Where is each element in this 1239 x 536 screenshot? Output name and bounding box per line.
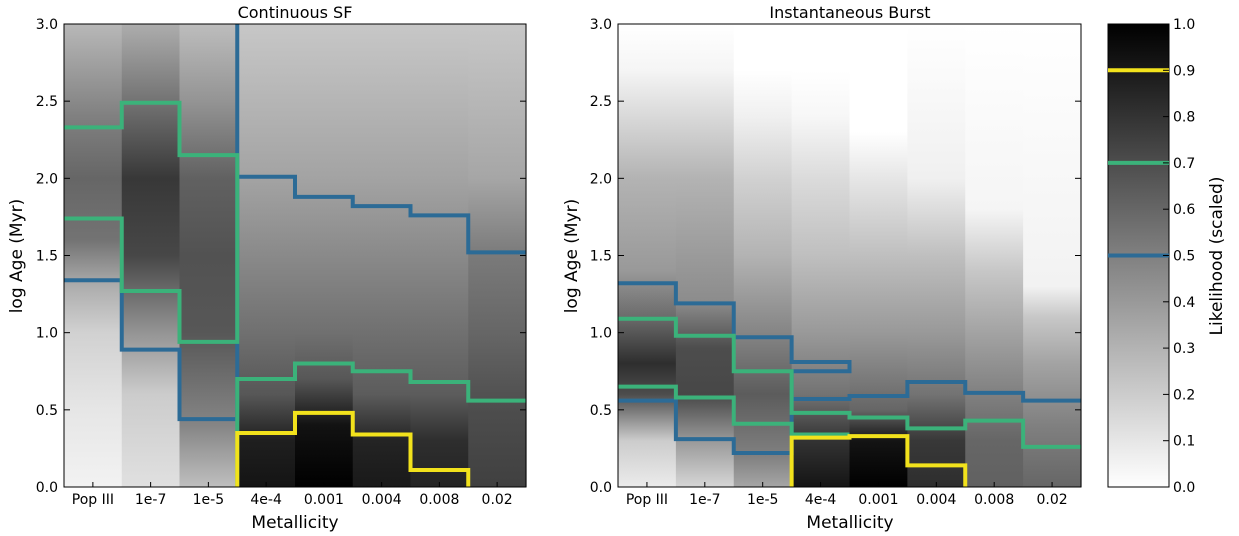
- heatmap-column: [121, 24, 181, 487]
- colorbar-tick-label: 0.6: [1173, 202, 1195, 218]
- y-tick-label: 1.0: [36, 326, 58, 342]
- y-axis-label: log Age (Myr): [7, 199, 27, 314]
- x-tick-label: Pop III: [72, 492, 114, 508]
- heatmap-column: [675, 24, 735, 487]
- heatmap-column: [295, 24, 354, 487]
- heatmap-column: [1023, 24, 1082, 487]
- y-tick-label: 0.5: [590, 403, 612, 419]
- contour-line: [789, 434, 968, 487]
- contour-line: [618, 316, 1081, 449]
- x-axis-label: Metallicity: [251, 513, 338, 533]
- colorbar-tick-label: 0.7: [1173, 156, 1195, 172]
- x-tick-label: 0.02: [482, 492, 513, 508]
- x-tick-label: 0.004: [362, 492, 402, 508]
- colorbar-tick-label: 0.9: [1173, 63, 1195, 79]
- x-tick-label: 1e-7: [135, 492, 166, 508]
- contour-line: [237, 174, 526, 255]
- contour-line: [791, 380, 1081, 403]
- heatmap-column: [237, 24, 296, 487]
- y-tick-label: 2.5: [590, 94, 612, 110]
- y-tick-label: 0.5: [36, 403, 58, 419]
- y-tick-label: 0.0: [590, 480, 612, 496]
- y-tick-label: 0.0: [36, 480, 58, 496]
- heatmap-column: [849, 24, 908, 487]
- heatmap-column: [352, 24, 412, 487]
- heatmap-column: [965, 24, 1024, 487]
- y-tick-label: 2.0: [590, 171, 612, 187]
- x-tick-label: Pop III: [626, 492, 668, 508]
- continuous-sf-panel: Continuous SF Metallicity log Age (Myr) …: [7, 3, 527, 533]
- y-tick-label: 1.5: [36, 249, 58, 265]
- x-tick-label: 4e-4: [250, 492, 282, 508]
- chart-title: Instantaneous Burst: [769, 3, 930, 22]
- x-tick-label: 1e-5: [193, 492, 224, 508]
- y-tick-label: 1.5: [590, 249, 612, 265]
- x-tick-label: 1e-5: [747, 492, 778, 508]
- x-tick-label: 0.008: [974, 492, 1014, 508]
- colorbar-tick-label: 1.0: [1173, 17, 1195, 33]
- contour-line: [235, 410, 471, 487]
- x-tick-label: 0.001: [304, 492, 344, 508]
- heatmap-column: [907, 24, 966, 487]
- y-tick-label: 2.5: [36, 94, 58, 110]
- heatmap-column: [791, 24, 851, 487]
- y-tick-label: 3.0: [590, 17, 612, 33]
- y-tick-label: 3.0: [36, 17, 58, 33]
- heatmap-column: [64, 24, 123, 487]
- heatmap-column: [468, 24, 527, 487]
- contour-line: [235, 361, 526, 487]
- colorbar-label: Likelihood (scaled): [1207, 177, 1227, 336]
- heatmap-column: [733, 24, 793, 487]
- x-tick-label: 0.004: [916, 492, 956, 508]
- contour-line: [618, 384, 850, 437]
- y-tick-label: 1.0: [590, 326, 612, 342]
- x-axis-label: Metallicity: [806, 513, 893, 533]
- instantaneous-burst-panel: Instantaneous Burst Metallicity log Age …: [562, 3, 1082, 533]
- colorbar-tick-label: 0.1: [1173, 434, 1195, 450]
- colorbar-tick-label: 0.0: [1173, 480, 1195, 496]
- heatmap-column: [179, 24, 238, 487]
- x-tick-label: 0.001: [858, 492, 898, 508]
- y-tick-label: 2.0: [36, 171, 58, 187]
- colorbar: Likelihood (scaled) 0.0 0.1 0.2 0.3 0.4 0.5 0.…: [1107, 17, 1227, 496]
- x-tick-label: 1e-7: [689, 492, 720, 508]
- heatmap-column: [618, 24, 677, 487]
- contour-line: [618, 281, 852, 456]
- chart-title: Continuous SF: [238, 3, 353, 22]
- x-tick-label: 0.02: [1036, 492, 1067, 508]
- heatmap-column: [410, 24, 469, 487]
- colorbar-tick-label: 0.5: [1173, 249, 1195, 265]
- y-axis-label: log Age (Myr): [562, 199, 582, 314]
- colorbar-tick-label: 0.8: [1173, 110, 1195, 126]
- contour-line: [64, 100, 240, 344]
- colorbar-tick-label: 0.2: [1173, 387, 1195, 403]
- x-tick-label: 0.008: [419, 492, 459, 508]
- colorbar-tick-label: 0.4: [1173, 295, 1195, 311]
- colorbar-tick-label: 0.3: [1173, 341, 1195, 357]
- x-tick-label: 4e-4: [805, 492, 837, 508]
